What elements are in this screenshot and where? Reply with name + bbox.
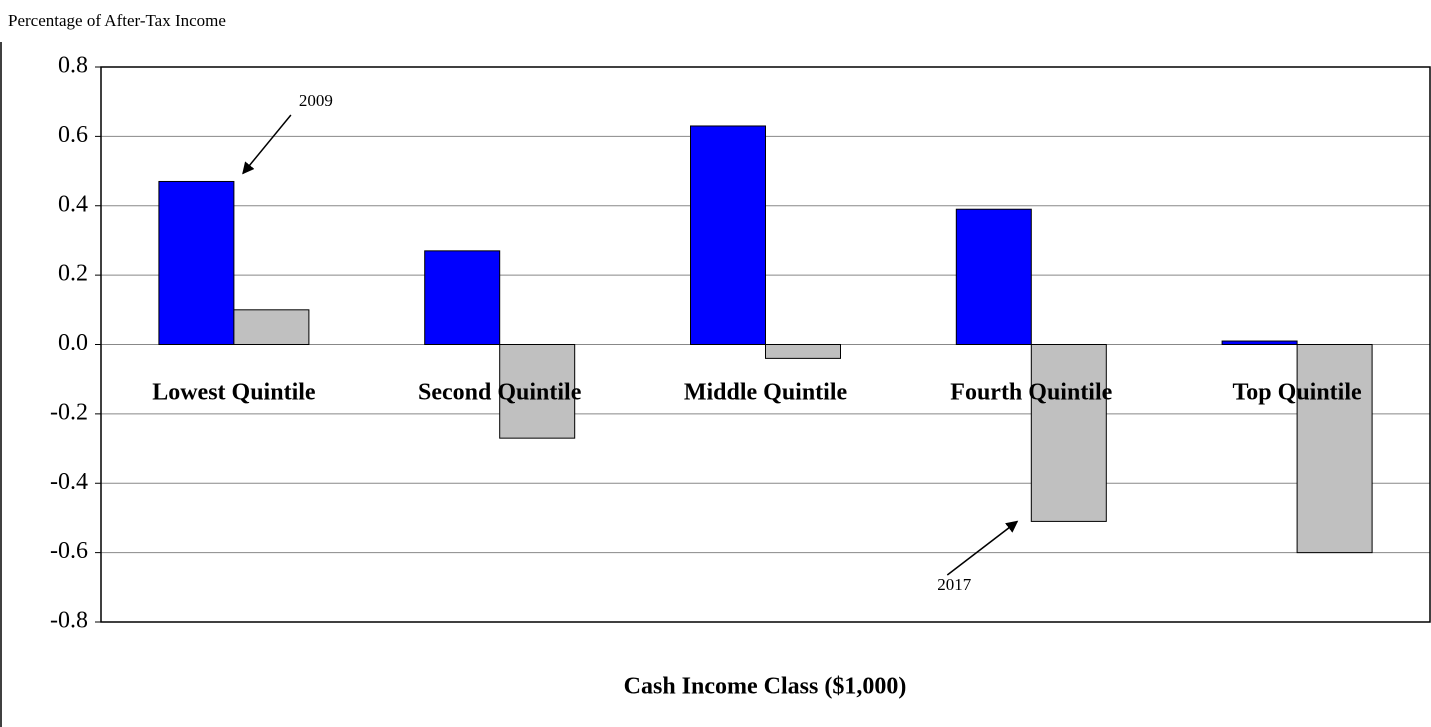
bar (499, 344, 576, 439)
x-tick-label: Second Quintile (418, 380, 582, 406)
bar (424, 250, 501, 345)
y-tick-label: 0.0 (58, 330, 88, 356)
bar (233, 309, 310, 345)
x-tick-label: Fourth Quintile (950, 380, 1112, 406)
bar (765, 344, 841, 359)
y-axis-title: Percentage of After-Tax Income (8, 11, 226, 30)
bar (1296, 344, 1373, 554)
y-tick-label: 0.2 (58, 261, 88, 287)
bar (1221, 340, 1298, 345)
bar (955, 208, 1032, 345)
plot-border (100, 66, 1431, 623)
y-tick-label: -0.2 (50, 399, 88, 425)
annotation: 2017 (937, 575, 972, 594)
y-tick-label: -0.8 (50, 608, 88, 634)
y-tick-label: 0.4 (58, 191, 88, 217)
bar (158, 180, 235, 345)
y-tick-label: 0.8 (58, 53, 88, 79)
x-axis-title: Cash Income Class ($1,000) (624, 674, 907, 700)
bar (1030, 344, 1107, 522)
x-tick-label: Top Quintile (1233, 380, 1363, 406)
annotation: 2009 (299, 91, 333, 110)
annotation-arrow (946, 520, 1019, 576)
bar (690, 125, 766, 345)
y-tick-label: -0.6 (50, 538, 88, 564)
x-tick-label: Lowest Quintile (152, 380, 316, 406)
y-tick-label: -0.4 (50, 469, 88, 495)
x-tick-label: Middle Quintile (684, 380, 848, 406)
y-tick-label: 0.6 (58, 122, 88, 148)
annotation-arrow (242, 114, 292, 175)
